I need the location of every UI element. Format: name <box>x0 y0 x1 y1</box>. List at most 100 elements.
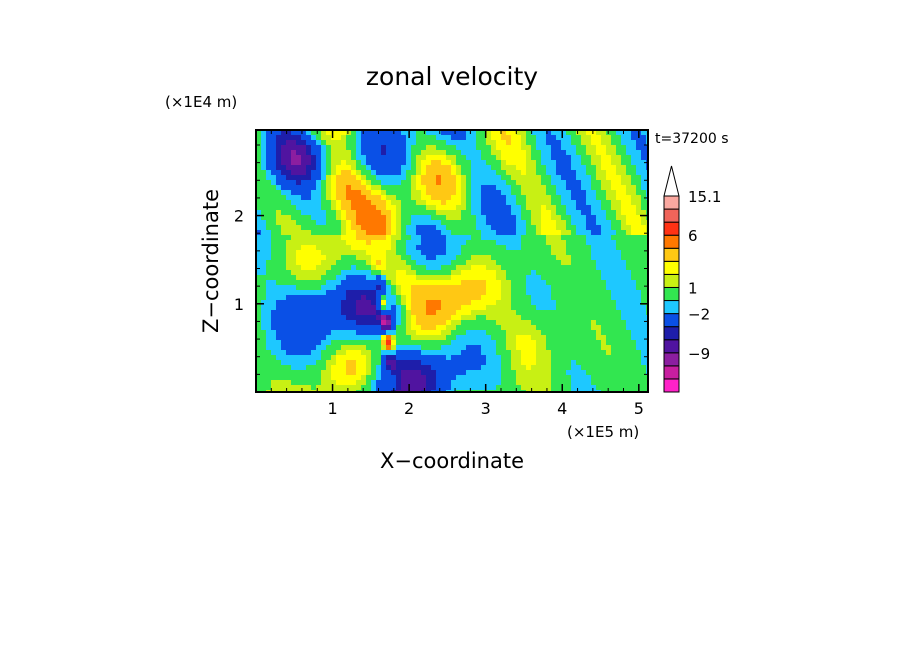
field-cell <box>426 350 432 356</box>
field-cell <box>306 300 312 306</box>
field-cell <box>631 375 637 381</box>
field-cell <box>256 305 262 311</box>
field-cell <box>331 240 337 246</box>
field-cell <box>351 370 357 376</box>
field-cell <box>591 265 597 271</box>
field-cell <box>601 335 607 341</box>
field-cell <box>566 145 572 151</box>
field-cell <box>386 375 392 381</box>
field-cell <box>636 220 642 226</box>
field-cell <box>321 350 327 356</box>
field-cell <box>441 380 447 386</box>
field-cell <box>561 230 567 236</box>
field-cell <box>296 220 302 226</box>
field-cell <box>491 165 497 171</box>
field-cell <box>536 350 542 356</box>
field-cell <box>476 275 482 281</box>
field-cell <box>256 145 262 151</box>
field-cell <box>626 355 632 361</box>
field-cell <box>546 360 552 366</box>
field-cell <box>516 245 522 251</box>
field-cell <box>326 200 332 206</box>
field-cell <box>296 210 302 216</box>
field-cell <box>466 325 472 331</box>
field-cell <box>476 245 482 251</box>
field-cell <box>511 265 517 271</box>
field-cell <box>291 150 297 156</box>
field-cell <box>541 385 547 391</box>
field-cell <box>581 235 587 241</box>
field-cell <box>586 165 592 171</box>
field-cell <box>456 210 462 216</box>
field-cell <box>601 290 607 296</box>
field-cell <box>261 330 267 336</box>
field-cell <box>566 220 572 226</box>
field-cell <box>551 210 557 216</box>
field-cell <box>281 255 287 261</box>
field-cell <box>386 230 392 236</box>
field-cell <box>531 335 537 341</box>
field-cell <box>536 365 542 371</box>
field-cell <box>421 335 427 341</box>
field-cell <box>616 235 622 241</box>
field-cell <box>631 160 637 166</box>
field-cell <box>496 370 502 376</box>
field-cell <box>371 255 377 261</box>
field-cell <box>541 260 547 266</box>
field-cell <box>381 320 387 326</box>
field-cell <box>281 270 287 276</box>
field-cell <box>346 185 352 191</box>
field-cell <box>366 170 372 176</box>
field-cell <box>616 250 622 256</box>
field-cell <box>616 240 622 246</box>
field-cell <box>526 315 532 321</box>
field-cell <box>476 300 482 306</box>
field-cell <box>601 225 607 231</box>
field-cell <box>581 270 587 276</box>
field-cell <box>596 245 602 251</box>
field-cell <box>436 340 442 346</box>
field-cell <box>411 170 417 176</box>
field-cell <box>496 235 502 241</box>
field-cell <box>596 320 602 326</box>
field-cell <box>456 135 462 141</box>
field-cell <box>296 230 302 236</box>
field-cell <box>511 155 517 161</box>
field-cell <box>271 190 277 196</box>
field-cell <box>266 315 272 321</box>
field-cell <box>641 155 647 161</box>
field-cell <box>446 220 452 226</box>
field-cell <box>636 175 642 181</box>
field-cell <box>531 375 537 381</box>
field-cell <box>566 275 572 281</box>
field-cell <box>476 330 482 336</box>
field-cell <box>306 385 312 391</box>
field-cell <box>431 385 437 391</box>
field-cell <box>446 315 452 321</box>
field-cell <box>526 195 532 201</box>
field-cell <box>556 350 562 356</box>
field-cell <box>371 175 377 181</box>
field-cell <box>366 295 372 301</box>
field-cell <box>331 215 337 221</box>
field-cell <box>401 180 407 186</box>
field-cell <box>411 380 417 386</box>
field-cell <box>281 145 287 151</box>
field-cell <box>291 325 297 331</box>
field-cell <box>531 315 537 321</box>
field-cell <box>416 325 422 331</box>
field-cell <box>591 255 597 261</box>
field-cell <box>416 240 422 246</box>
field-cell <box>416 355 422 361</box>
field-cell <box>601 130 607 136</box>
field-cell <box>291 340 297 346</box>
field-cell <box>546 190 552 196</box>
field-cell <box>351 260 357 266</box>
field-cell <box>371 340 377 346</box>
field-cell <box>316 255 322 261</box>
field-cell <box>406 255 412 261</box>
field-cell <box>601 315 607 321</box>
field-cell <box>481 235 487 241</box>
field-cell <box>596 340 602 346</box>
field-cell <box>496 280 502 286</box>
